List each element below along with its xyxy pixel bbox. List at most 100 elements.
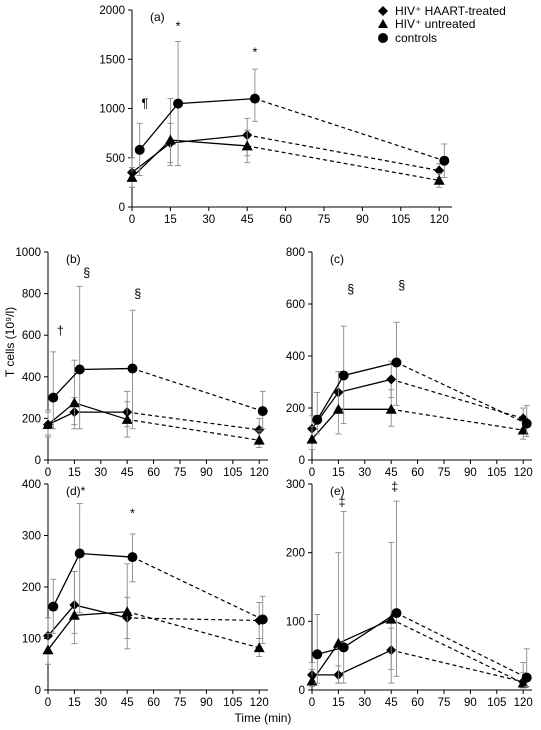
panel-a: 0 500 1000 1500 2000 0 15 30 45 60 75 90 105 120 (a) ¶ *… <box>99 5 452 226</box>
x-tick-label: 60 <box>147 697 160 709</box>
series-diamond <box>307 627 529 688</box>
x-tick-label: 105 <box>487 697 506 709</box>
x-tick-label: 30 <box>202 214 215 226</box>
x-tick-label: 30 <box>358 467 371 479</box>
series-line-solid <box>52 367 133 399</box>
series-diamond <box>43 571 265 655</box>
series-line-solid <box>316 361 397 421</box>
series-line-dashed <box>247 145 440 181</box>
x-tick-label: 45 <box>385 467 398 479</box>
significance-mark: * <box>252 45 257 59</box>
data-point-triangle <box>517 424 529 435</box>
y-tick-label: 500 <box>106 153 125 165</box>
legend-marker-diamond <box>378 6 388 16</box>
series-circle <box>48 285 268 430</box>
series-line-solid <box>131 134 248 174</box>
data-point-circle <box>521 672 532 683</box>
series-line-dashed <box>390 618 524 684</box>
series-line-dashed <box>127 617 260 622</box>
data-point-triangle <box>121 413 133 424</box>
series-line-solid <box>47 611 128 651</box>
panel-c: 0 200 400 600 800 0 15 30 45 60 75 90 105 120 (c) § § <box>286 247 533 479</box>
series-line-dashed <box>127 418 260 441</box>
x-tick-label: 0 <box>45 467 51 479</box>
data-point-circle <box>439 155 450 166</box>
x-axis-title: Time (min) <box>235 711 292 725</box>
data-point-triangle <box>306 433 318 444</box>
panel-b: 0 200 400 600 800 1000 0 15 30 45 60 75 90 105 120 (b) †… <box>15 247 268 479</box>
data-point-circle <box>338 370 349 381</box>
data-point-triangle <box>332 403 344 414</box>
x-tick-label: 75 <box>318 214 331 226</box>
series-triangle <box>306 371 529 451</box>
series-line-solid <box>47 402 128 426</box>
x-tick-label: 15 <box>332 467 345 479</box>
x-tick-label: 45 <box>121 697 134 709</box>
data-point-circle <box>127 363 138 374</box>
x-tick-label: 75 <box>174 467 187 479</box>
x-tick-label: 15 <box>68 697 81 709</box>
y-tick-label: 2000 <box>99 5 125 17</box>
data-point-diamond <box>386 374 397 385</box>
data-point-triangle <box>42 644 54 655</box>
data-point-triangle <box>253 642 265 653</box>
series-line-dashed <box>391 649 524 683</box>
y-tick-label: 100 <box>22 634 41 646</box>
y-tick-label: 600 <box>22 330 41 342</box>
data-point-triangle <box>241 140 253 151</box>
series-line-dashed <box>127 411 260 431</box>
y-axis-title: T cells (10⁹/l) <box>3 307 17 377</box>
y-tick-label: 400 <box>22 372 41 384</box>
data-point-triangle <box>517 677 529 688</box>
x-tick-label: 15 <box>68 467 81 479</box>
y-tick-label: 0 <box>119 202 125 214</box>
panel-label-a: (a) <box>150 10 165 24</box>
data-point-triangle <box>385 613 397 624</box>
x-tick-label: 0 <box>45 697 51 709</box>
panel-label-b: (b) <box>66 252 81 266</box>
x-tick-label: 120 <box>514 697 533 709</box>
data-point-triangle <box>68 609 80 620</box>
series-line-solid <box>311 408 392 440</box>
data-point-circle <box>338 642 349 653</box>
x-tick-label: 90 <box>200 467 213 479</box>
data-point-triangle <box>42 419 54 430</box>
y-tick-label: 0 <box>299 455 305 467</box>
legend-label-untreated: HIV⁺ untreated <box>395 17 475 31</box>
y-tick-label: 300 <box>286 479 305 491</box>
series-line-dashed <box>254 98 445 162</box>
x-tick-label: 15 <box>164 214 177 226</box>
data-point-circle <box>74 364 85 375</box>
y-tick-label: 100 <box>286 616 305 628</box>
x-tick-label: 105 <box>223 697 242 709</box>
y-tick-label: 1500 <box>99 54 125 66</box>
series-circle <box>134 41 450 178</box>
data-point-diamond <box>254 424 265 435</box>
x-tick-label: 120 <box>514 467 533 479</box>
data-point-triangle <box>433 174 445 185</box>
y-tick-label: 200 <box>22 582 41 594</box>
panel-label-c: (c) <box>330 252 344 266</box>
significance-mark: * <box>130 506 135 520</box>
significance-mark: ‡ <box>391 480 398 494</box>
series-line-dashed <box>127 611 260 649</box>
x-tick-label: 0 <box>129 214 135 226</box>
x-tick-label: 0 <box>309 697 315 709</box>
x-tick-label: 0 <box>309 467 315 479</box>
data-point-triangle <box>385 403 397 414</box>
significance-mark: § <box>398 279 405 293</box>
y-tick-label: 0 <box>35 685 41 697</box>
data-point-circle <box>391 357 402 368</box>
x-tick-label: 60 <box>411 467 424 479</box>
data-point-triangle <box>126 171 138 182</box>
series-triangle <box>42 359 265 448</box>
x-tick-label: 120 <box>430 214 449 226</box>
series-line-dashed <box>132 556 263 620</box>
series-circle <box>312 321 532 438</box>
series-triangle <box>126 98 445 188</box>
data-point-triangle <box>164 134 176 145</box>
data-point-diamond <box>434 165 445 176</box>
series-line-dashed <box>391 408 524 431</box>
data-point-circle <box>74 548 85 559</box>
